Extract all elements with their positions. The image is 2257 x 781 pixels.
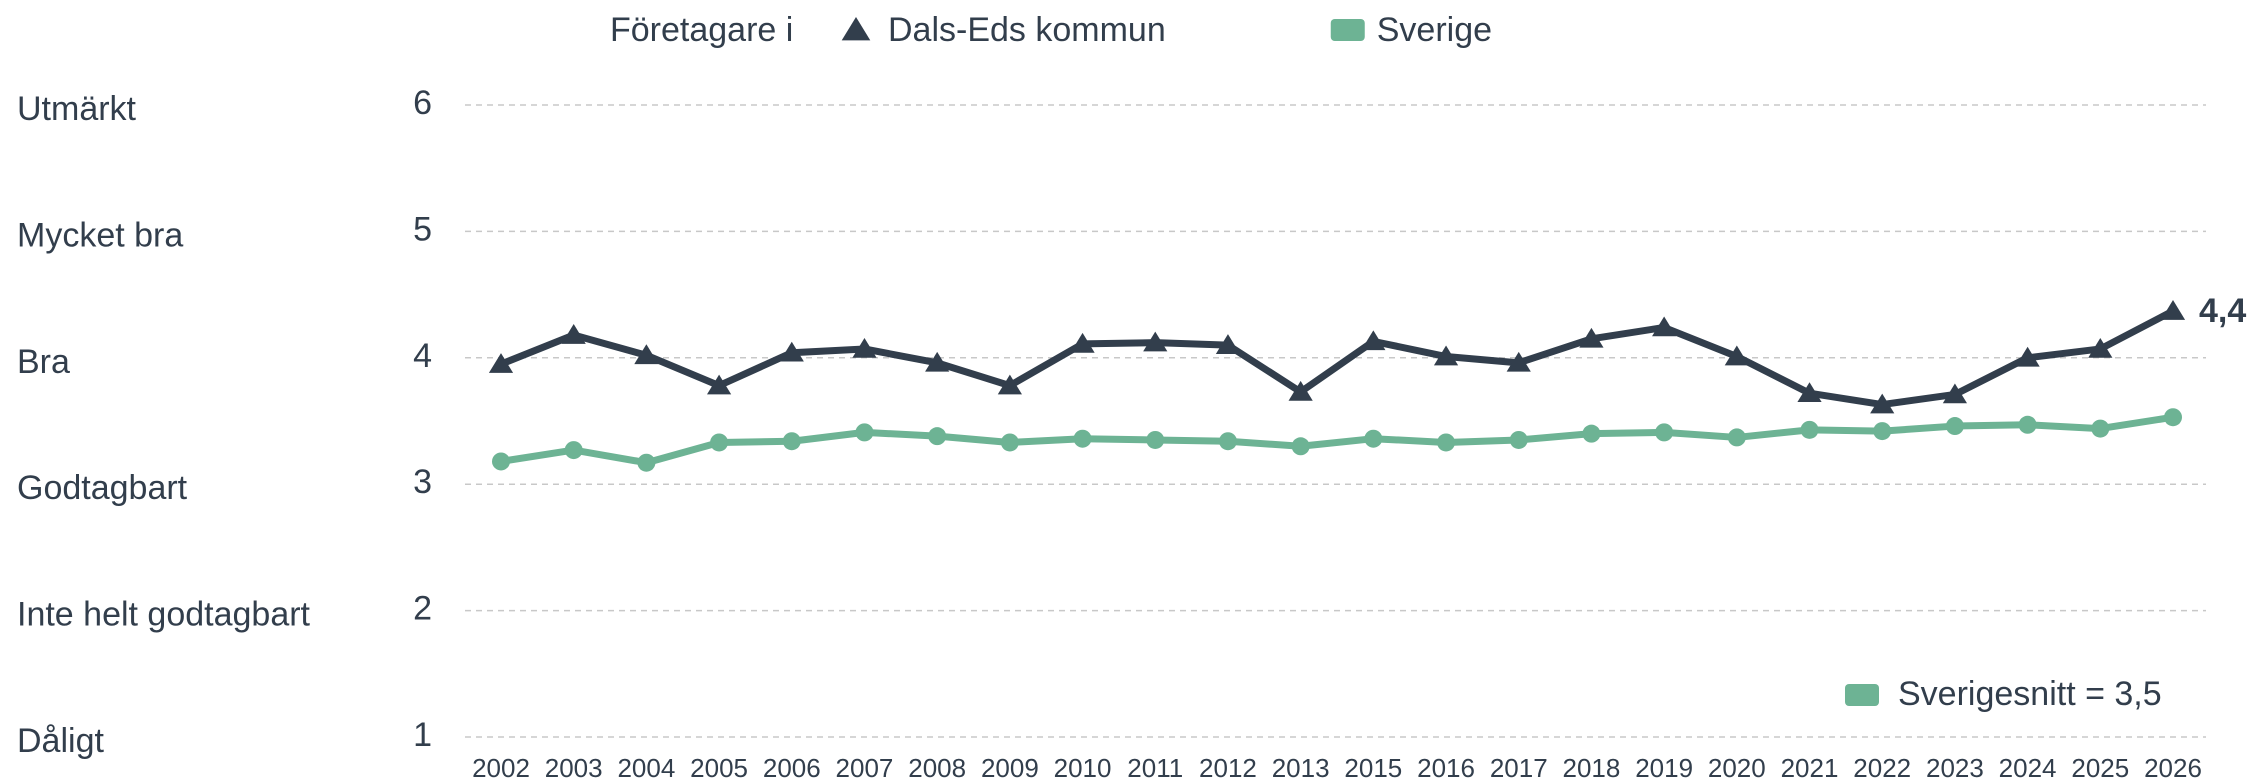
marker <box>1582 424 1601 443</box>
x-tick-label: 2010 <box>1054 753 1112 781</box>
marker <box>1509 430 1528 449</box>
marker <box>1800 420 1819 439</box>
y-tick-label: 6 <box>413 84 432 122</box>
marker <box>925 351 950 372</box>
x-tick-label: 2017 <box>1490 753 1548 781</box>
x-tick-label: 2026 <box>2144 753 2202 781</box>
legend-marker <box>1330 19 1365 41</box>
y-tick-description: Inte helt godtagbart <box>17 596 311 634</box>
marker <box>1288 380 1313 401</box>
marker <box>637 453 656 472</box>
x-tick-label: 2020 <box>1708 753 1766 781</box>
y-tick-label: 4 <box>413 337 432 375</box>
annotation: Sverigesnitt = 3,5 <box>1898 675 2162 713</box>
legend-marker <box>841 17 871 41</box>
marker <box>1364 429 1383 448</box>
legend-label: Sverige <box>1377 11 1492 49</box>
marker <box>1291 437 1310 456</box>
x-tick-label: 2013 <box>1272 753 1330 781</box>
marker <box>1945 417 1964 436</box>
x-tick-label: 2019 <box>1635 753 1693 781</box>
marker <box>2088 337 2113 358</box>
marker <box>1146 430 1165 449</box>
marker <box>928 427 947 446</box>
marker <box>1218 432 1237 451</box>
y-tick-label: 3 <box>413 463 432 501</box>
marker <box>561 324 586 344</box>
y-tick-description: Godtagbart <box>17 469 188 507</box>
x-tick-label: 2012 <box>1199 753 1257 781</box>
marker <box>1724 345 1749 366</box>
y-tick-label: 5 <box>413 210 432 248</box>
y-tick-description: Bra <box>17 343 70 381</box>
marker <box>1073 429 1092 448</box>
x-tick-label: 2002 <box>472 753 530 781</box>
x-tick-label: 2011 <box>1127 753 1183 781</box>
marker <box>1873 422 1892 441</box>
marker <box>1797 382 1822 402</box>
x-tick-label: 2016 <box>1417 753 1475 781</box>
x-tick-label: 2025 <box>2071 753 2129 781</box>
x-tick-label: 2008 <box>908 753 966 781</box>
marker <box>1433 345 1459 366</box>
y-tick-description: Dåligt <box>17 722 104 760</box>
y-tick-label: 2 <box>413 590 432 628</box>
x-tick-label: 2009 <box>981 753 1039 781</box>
x-tick-label: 2021 <box>1781 753 1839 781</box>
x-tick-label: 2007 <box>836 753 894 781</box>
x-tick-label: 2022 <box>1853 753 1911 781</box>
marker <box>1215 334 1241 354</box>
x-tick-label: 2015 <box>1344 753 1402 781</box>
marker <box>1942 383 1968 404</box>
marker <box>488 353 514 373</box>
marker <box>1437 433 1456 452</box>
x-tick-label: 2004 <box>617 753 675 781</box>
x-tick-label: 2005 <box>690 753 748 781</box>
marker <box>634 344 659 365</box>
x-tick-label: 2006 <box>763 753 821 781</box>
marker <box>710 433 729 452</box>
x-tick-label: 2003 <box>545 753 603 781</box>
marker <box>2160 300 2186 320</box>
x-tick-label: 2018 <box>1563 753 1621 781</box>
marker <box>706 374 732 395</box>
legend-label: Dals-Eds kommun <box>888 11 1166 49</box>
y-tick-description: Mycket bra <box>17 216 183 254</box>
x-tick-label: 2023 <box>1926 753 1984 781</box>
marker <box>1361 330 1386 351</box>
marker <box>2091 419 2110 438</box>
marker <box>1070 332 1095 353</box>
marker <box>1000 433 1019 452</box>
x-tick-label: 2024 <box>1999 753 2057 781</box>
series-line <box>500 413 2174 467</box>
marker <box>852 337 877 358</box>
annotation-swatch <box>1845 684 1879 706</box>
marker <box>1579 327 1604 348</box>
marker <box>782 432 801 451</box>
marker <box>1655 423 1674 442</box>
marker <box>2018 415 2037 434</box>
y-tick-label: 1 <box>413 716 432 754</box>
marker <box>2164 408 2182 427</box>
y-tick-description: Utmärkt <box>17 90 137 128</box>
value-label: 4,4 <box>2199 292 2246 330</box>
marker <box>492 452 510 471</box>
marker <box>1143 331 1168 352</box>
marker <box>1506 351 1531 372</box>
marker <box>1727 428 1746 447</box>
marker <box>2015 346 2040 367</box>
marker <box>997 374 1022 395</box>
marker <box>1652 316 1677 337</box>
marker <box>779 341 804 362</box>
marker <box>1870 393 1895 414</box>
marker <box>564 441 583 460</box>
series-line <box>499 307 2175 409</box>
marker <box>855 423 874 442</box>
legend-title: Företagare i <box>610 11 793 49</box>
